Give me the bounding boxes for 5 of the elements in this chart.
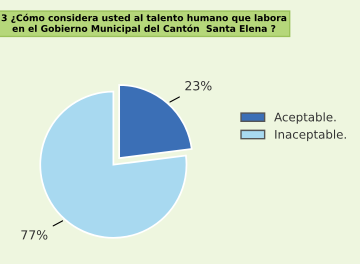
legend-label: Aceptable. (274, 112, 336, 124)
legend-label: Inaceptable. (275, 130, 346, 142)
data-label: 77% (21, 230, 48, 240)
chart-title: 3 ¿Cómo considera usted al talento humano que labora en el Gobierno Municipal del Cantón Santa Elena ? (2, 14, 286, 34)
data-label: 23% (185, 80, 212, 90)
